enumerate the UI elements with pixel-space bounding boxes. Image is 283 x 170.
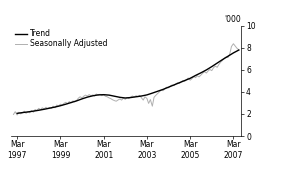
Legend: Trend, Seasonally Adjusted: Trend, Seasonally Adjusted [15,29,107,48]
Text: '000: '000 [224,15,241,24]
